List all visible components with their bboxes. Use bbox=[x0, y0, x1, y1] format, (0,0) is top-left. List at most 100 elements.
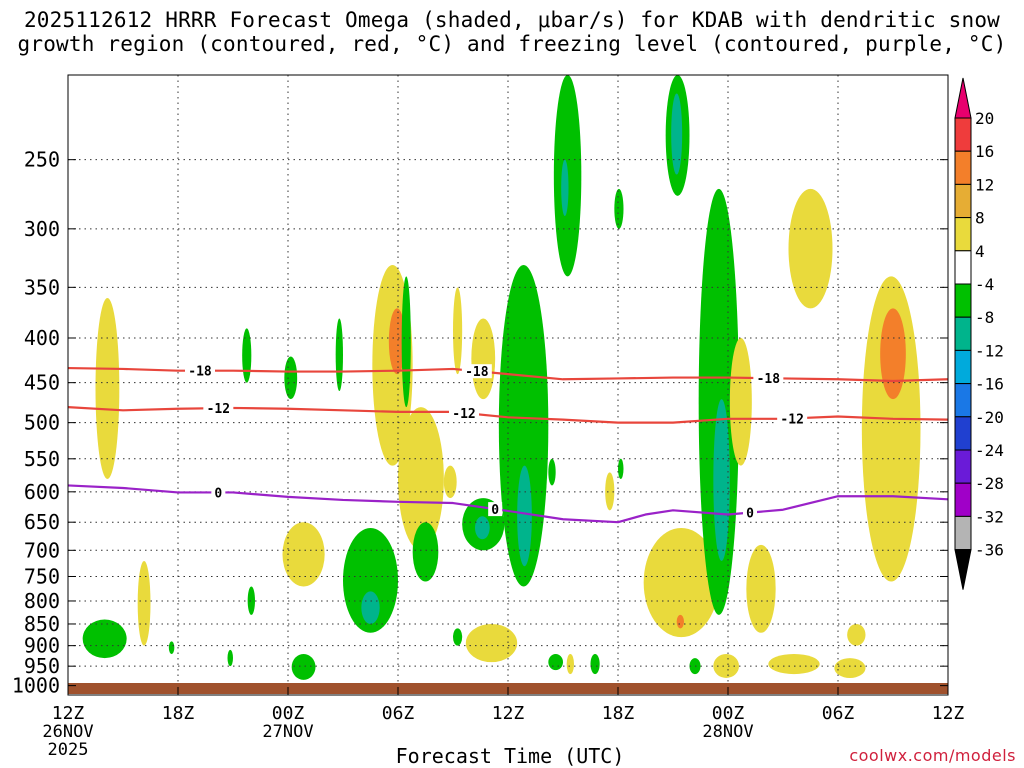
omega-blob-0 bbox=[95, 298, 120, 479]
colorbar-segment-3 bbox=[954, 183, 972, 219]
omega-blob-34 bbox=[614, 188, 624, 229]
omega-blob-18 bbox=[453, 287, 463, 375]
colorbar-segment-11 bbox=[954, 449, 972, 484]
contour-label-0-1: -18 bbox=[465, 365, 489, 380]
omega-blob-12 bbox=[388, 308, 406, 375]
x-tick-label-0: 12Z bbox=[52, 703, 85, 724]
omega-blob-16 bbox=[398, 407, 444, 551]
omega-blob-5 bbox=[227, 649, 233, 667]
contour-label-bg-0-1 bbox=[461, 364, 492, 379]
contour-label-bg-0-0 bbox=[185, 363, 215, 378]
omega-blob-17 bbox=[412, 522, 439, 582]
omega-blob-9 bbox=[291, 653, 316, 680]
colorbar-label-3: 8 bbox=[975, 209, 985, 228]
contour-label-bg-1-2 bbox=[777, 411, 808, 426]
y-tick-label-4: 450 bbox=[24, 371, 60, 395]
x-tick-label-8: 12Z bbox=[932, 703, 965, 724]
omega-blob-51 bbox=[768, 653, 820, 675]
y-tick-label-7: 600 bbox=[24, 480, 60, 504]
omega-blob-30 bbox=[548, 653, 564, 671]
y-tick-label-5: 500 bbox=[24, 411, 60, 435]
omega-blob-25 bbox=[498, 264, 549, 587]
y-tick-label-2: 350 bbox=[24, 275, 60, 299]
omega-blob-37 bbox=[671, 93, 683, 175]
contour-label-2-1: 0 bbox=[491, 503, 499, 518]
omega-blob-33 bbox=[605, 472, 615, 511]
colorbar-segment-2 bbox=[954, 150, 972, 185]
omega-blob-4 bbox=[242, 328, 252, 383]
colorbar-label-5: -4 bbox=[975, 275, 994, 294]
omega-blob-13 bbox=[401, 276, 411, 408]
omega-blob-8 bbox=[282, 522, 325, 587]
omega-blob-48 bbox=[861, 276, 921, 582]
x-tick-label-6: 00Z bbox=[712, 703, 745, 724]
temperature-contours: -18 -18 -18 -12 -12 -12 0 0 0 bbox=[68, 363, 948, 524]
colorbar-label-1: 16 bbox=[975, 142, 994, 161]
colorbar-segment-5 bbox=[954, 250, 972, 285]
colorbar-segment-8 bbox=[954, 349, 972, 385]
colorbar-segment-10 bbox=[954, 416, 972, 451]
chart-title-line2: growth region (contoured, red, °C) and f… bbox=[17, 32, 1007, 56]
omega-blob-23 bbox=[465, 623, 518, 663]
y-tick-label-12: 850 bbox=[24, 612, 60, 636]
colorbar-segment-12 bbox=[954, 482, 972, 517]
omega-blob-3 bbox=[168, 641, 175, 654]
omega-blob-32 bbox=[590, 653, 600, 675]
colorbar-segment-1 bbox=[954, 117, 972, 152]
y-tick-label-15: 1000 bbox=[12, 674, 60, 698]
omega-blob-28 bbox=[561, 159, 569, 216]
omega-blob-44 bbox=[729, 337, 752, 466]
contour-label-bg-0-2 bbox=[753, 371, 784, 386]
omega-blob-43 bbox=[713, 653, 740, 678]
omega-blob-29 bbox=[548, 458, 556, 486]
y-tick-label-11: 800 bbox=[24, 589, 60, 613]
omega-blob-15 bbox=[361, 591, 380, 624]
y-tick-label-14: 950 bbox=[24, 654, 60, 678]
x-tick-label-4: 12Z bbox=[492, 703, 525, 724]
omega-blob-41 bbox=[713, 399, 730, 561]
omega-blob-1 bbox=[137, 560, 151, 646]
colorbar-label-8: -16 bbox=[975, 375, 1004, 394]
x-axis-label: Forecast Time (UTC) bbox=[395, 744, 625, 768]
omega-blob-46 bbox=[788, 188, 833, 309]
y-tick-label-3: 400 bbox=[24, 326, 60, 350]
omega-blob-35 bbox=[618, 458, 624, 479]
contour-label-bg-2-1 bbox=[488, 502, 503, 517]
colorbar-label-6: -8 bbox=[975, 308, 994, 327]
contour-label-0-0: -18 bbox=[188, 365, 212, 380]
x-tick-date-6: 28NOV bbox=[702, 722, 753, 742]
x-tick-label-3: 06Z bbox=[382, 703, 415, 724]
contour-label-bg-2-0 bbox=[211, 485, 226, 500]
omega-shading bbox=[82, 75, 921, 680]
omega-blob-19 bbox=[471, 318, 496, 400]
chart-title-line1: 2025112612 HRRR Forecast Omega (shaded, … bbox=[23, 8, 1001, 32]
contour-label-0-2: -18 bbox=[757, 372, 781, 387]
y-tick-label-6: 550 bbox=[24, 447, 60, 471]
omega-blob-24 bbox=[453, 628, 463, 646]
contour-label-bg-1-1 bbox=[449, 405, 479, 420]
x-tick-year-0: 2025 bbox=[48, 740, 89, 760]
y-tick-label-10: 750 bbox=[24, 564, 60, 588]
omega-blob-38 bbox=[643, 527, 719, 638]
omega-blob-6 bbox=[247, 586, 255, 615]
y-tick-label-8: 650 bbox=[24, 510, 60, 534]
colorbar-label-13: -36 bbox=[975, 541, 1004, 560]
colorbar-label-2: 12 bbox=[975, 175, 994, 194]
x-tick-label-2: 00Z bbox=[272, 703, 305, 724]
y-tick-label-9: 700 bbox=[24, 538, 60, 562]
colorbar-label-12: -32 bbox=[975, 507, 1004, 526]
contour-label-2-0: 0 bbox=[214, 486, 222, 501]
contour-label-2-2: 0 bbox=[746, 507, 754, 522]
colorbar-top-triangle bbox=[954, 77, 972, 119]
colorbar-segment-9 bbox=[954, 383, 972, 418]
omega-blob-50 bbox=[847, 623, 866, 646]
omega-blob-10 bbox=[335, 318, 344, 392]
colorbar-segment-4 bbox=[954, 217, 972, 252]
x-tick-date-2: 27NOV bbox=[262, 722, 313, 742]
omega-blob-45 bbox=[746, 544, 776, 633]
omega-blob-47 bbox=[834, 658, 866, 678]
chart-title: 2025112612 HRRR Forecast Omega (shaded, … bbox=[0, 8, 1024, 56]
contour-label-bg-1-0 bbox=[203, 401, 234, 416]
